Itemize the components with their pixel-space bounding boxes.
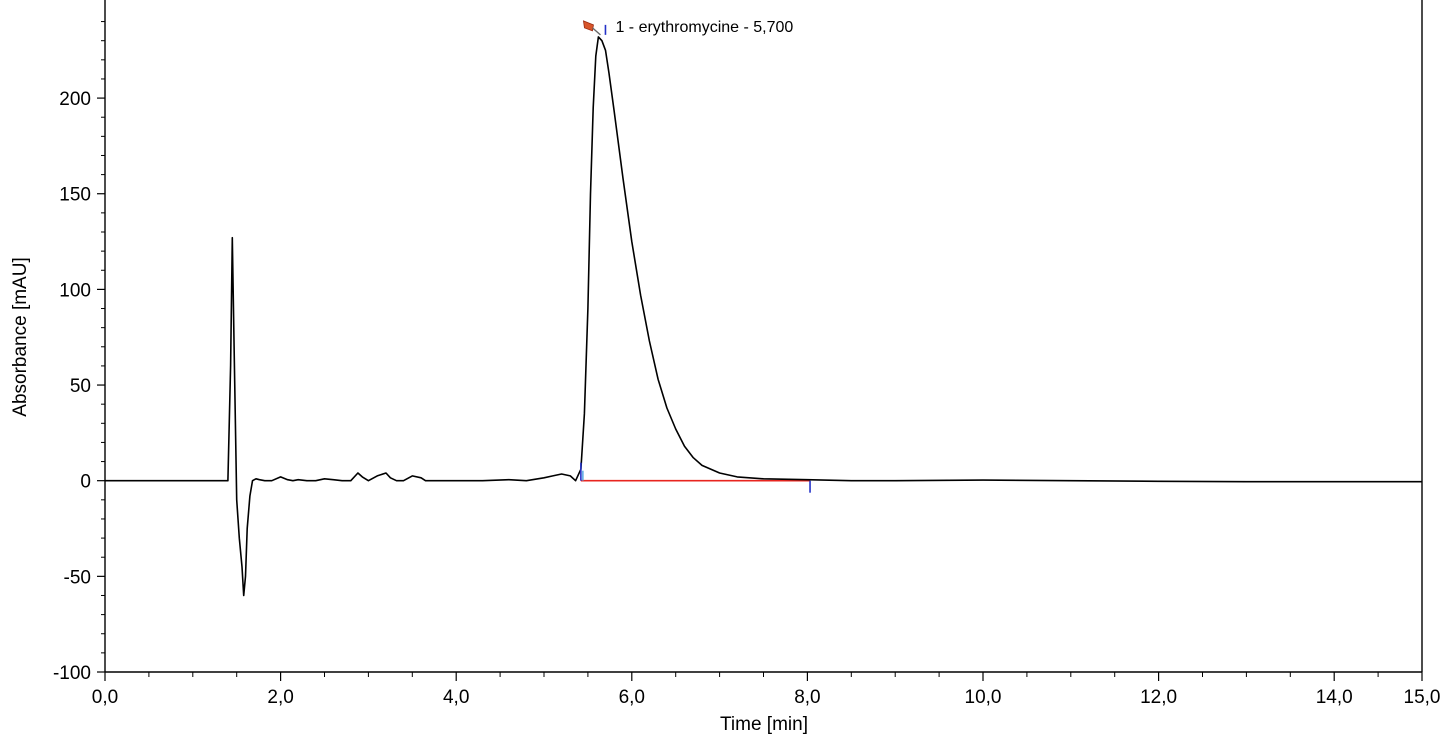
y-tick-label: 100: [59, 280, 91, 301]
axes-group: [104, 0, 1423, 673]
ticks-group: 0,0 2,0 4,0 6,0 8,0 10,0 12,0 14,0 15,0 -100 -50 0 5…: [53, 21, 1441, 708]
y-tick-label: 50: [70, 376, 91, 397]
y-tick-label: 0: [80, 472, 91, 493]
x-tick-label: 15,0: [1404, 687, 1441, 708]
peak-annotation-label: 1 - erythromycine - 5,700: [615, 19, 793, 36]
x-tick-label: 14,0: [1316, 687, 1353, 708]
y-tick-label: 200: [59, 89, 91, 110]
chromatogram-trace: [105, 36, 1422, 597]
x-tick-label: 10,0: [965, 687, 1002, 708]
series-group: [105, 36, 1422, 597]
pin-head: [582, 20, 594, 32]
x-tick-label: 2,0: [267, 687, 293, 708]
pin-needle: [591, 27, 601, 36]
y-tick-label: 150: [59, 185, 91, 206]
y-tick-label: -100: [53, 663, 91, 684]
x-tick-label: 8,0: [794, 687, 820, 708]
x-tick-label: 6,0: [619, 687, 645, 708]
x-tick-label: 0,0: [92, 687, 118, 708]
x-axis-label: Time [min]: [720, 714, 808, 735]
x-tick-label: 12,0: [1140, 687, 1177, 708]
pin-icon: [582, 20, 601, 36]
y-axis-label: Absorbance [mAU]: [10, 257, 31, 416]
x-tick-label: 4,0: [443, 687, 469, 708]
y-tick-label: -50: [64, 567, 91, 588]
annotations-group: 1 - erythromycine - 5,700: [582, 19, 793, 36]
peak-markers-group: [580, 24, 811, 493]
